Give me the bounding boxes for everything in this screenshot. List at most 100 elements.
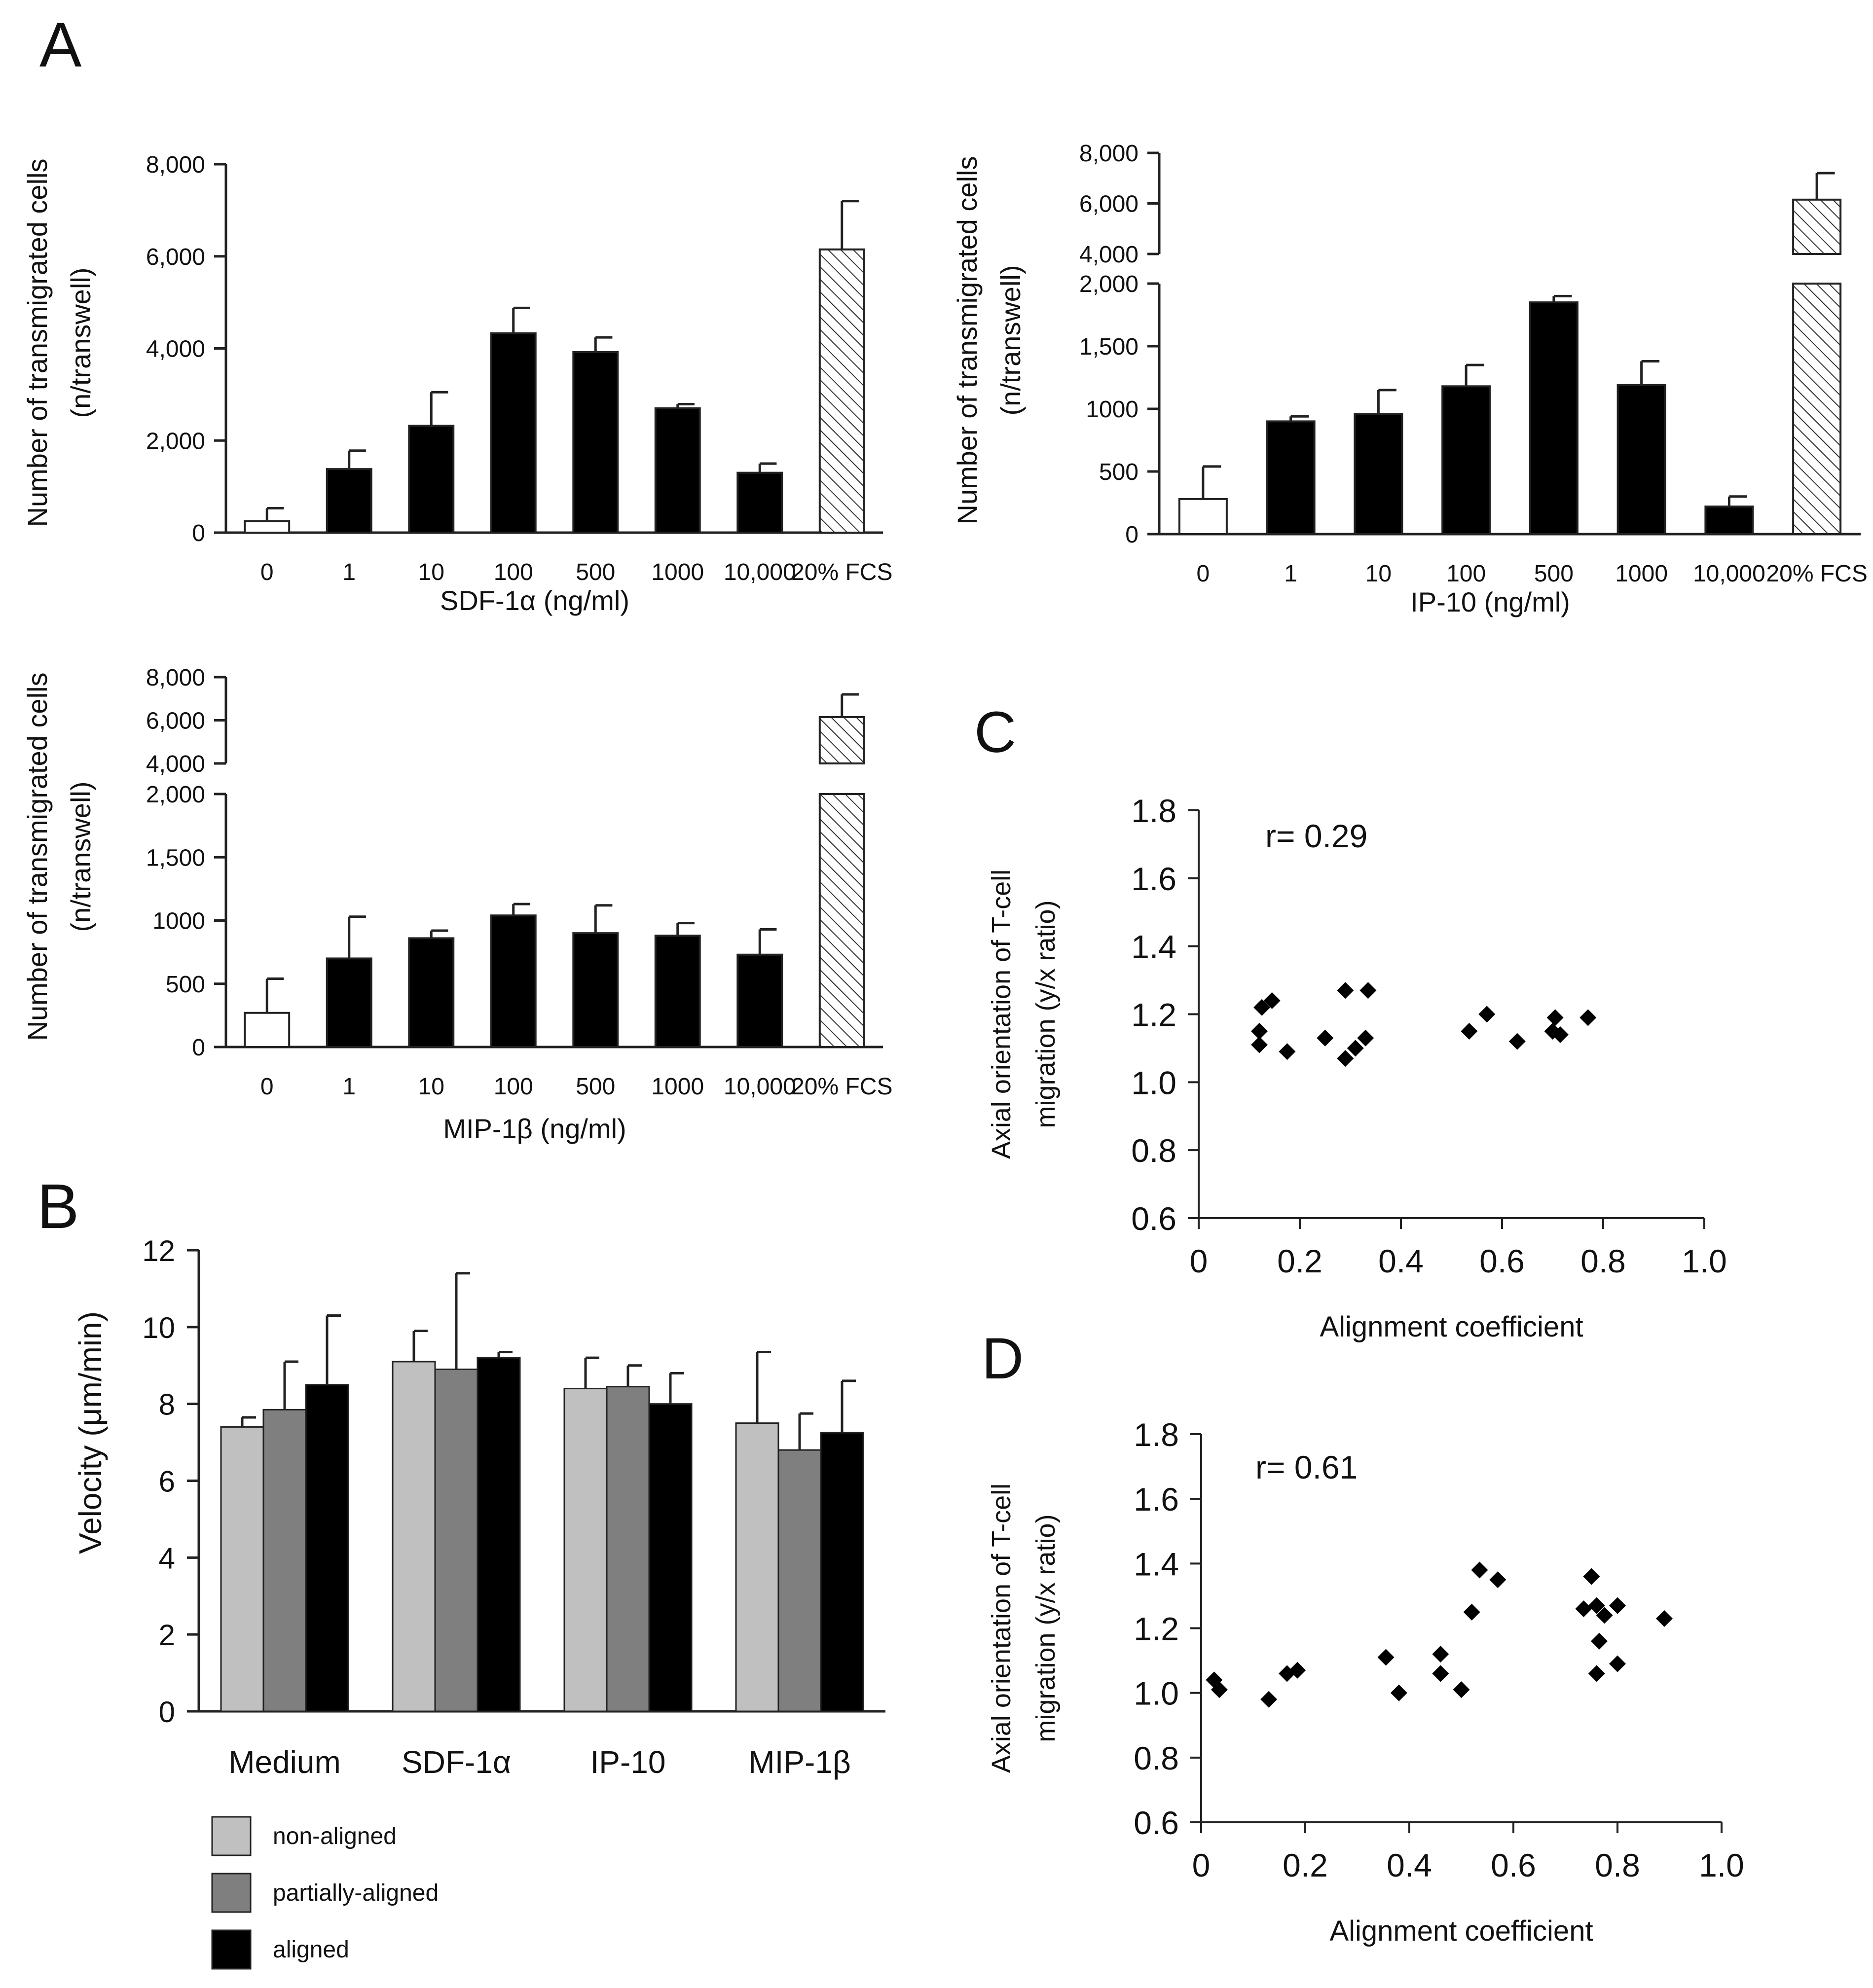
data-point-18: [1588, 1665, 1605, 1682]
data-point-8: [1359, 982, 1377, 999]
bar-3: [408, 937, 455, 1048]
bar-1: [244, 1012, 291, 1048]
data-point-7: [1337, 982, 1354, 999]
y-tick-label: 0.8: [1134, 1740, 1179, 1776]
bar-7: [1704, 506, 1754, 535]
data-point-5: [1289, 1662, 1306, 1679]
y-tick-label: 1000: [1086, 397, 1138, 423]
bar-4: [490, 914, 537, 1048]
x-tick-label: 0.2: [1283, 1847, 1328, 1883]
bar-non-aligned-3: [563, 1388, 608, 1712]
x-tick-label: 1: [342, 1074, 356, 1100]
x-tick-label: 0.4: [1378, 1243, 1424, 1279]
x-tick-label: 100: [1446, 561, 1486, 587]
x-tick-label: 0: [1192, 1847, 1211, 1883]
x-tick-label: 0.6: [1491, 1847, 1536, 1883]
x-tick-label: 0.2: [1277, 1243, 1322, 1279]
y-tick-label: 8,000: [146, 665, 205, 691]
bar-lower-8: [818, 793, 865, 1048]
data-point-21: [1609, 1655, 1626, 1672]
y-tick-label: 0.6: [1134, 1805, 1179, 1841]
y-tick-label: 6,000: [146, 244, 205, 270]
x-tick-label: 0: [260, 1074, 274, 1100]
bar-2: [1266, 420, 1316, 536]
bar-aligned-4: [820, 1432, 864, 1712]
data-point-18: [1579, 1009, 1597, 1026]
x-tick-label: 1000: [651, 1074, 704, 1100]
data-point-10: [1453, 1681, 1470, 1699]
data-point-14: [1508, 1033, 1526, 1050]
y-axis-label-line: Number of transmigrated cells: [952, 156, 983, 525]
y-tick-label: 4: [159, 1542, 175, 1575]
y-tick-label: 2,000: [146, 782, 205, 808]
x-tick-label: 20% FCS: [791, 1074, 892, 1100]
bar-1: [244, 520, 291, 534]
data-point-17: [1551, 1026, 1569, 1043]
x-tick-label: 100: [494, 1074, 533, 1100]
x-tick-label: 20% FCS: [791, 559, 892, 585]
y-tick-label: 1.4: [1134, 1546, 1179, 1582]
y-tick-label: 0.8: [1131, 1132, 1176, 1169]
x-tick-label: SDF-1α: [402, 1744, 511, 1780]
bar-lower-8: [1792, 283, 1842, 535]
x-tick-label: 500: [1534, 561, 1574, 587]
bar-aligned-2: [477, 1357, 521, 1712]
data-point-4: [1251, 1036, 1268, 1053]
x-tick-label: 10,000: [724, 559, 796, 585]
bar-6: [654, 407, 701, 534]
chart-sdf1a-transmigration: 0 2,000 4,000 6,000 8,000 0 1 10 100 500 1000 10,00…: [22, 152, 892, 616]
y-tick-label: 2,000: [146, 428, 205, 454]
x-axis-label: MIP-1β (ng/ml): [443, 1113, 626, 1144]
bar-upper-8: [818, 716, 865, 764]
y-tick-label: 4,000: [146, 751, 205, 777]
y-tick-label: 8: [159, 1388, 175, 1421]
y-tick-label: 0: [1125, 522, 1138, 548]
x-axis-label: Alignment coefficient: [1329, 1915, 1593, 1947]
data-point-3: [1260, 1691, 1278, 1708]
x-tick-label: 1.0: [1699, 1847, 1744, 1883]
data-point-9: [1337, 1050, 1354, 1067]
data-point-13: [1489, 1571, 1506, 1589]
y-tick-label: 0: [192, 520, 205, 546]
y-tick-label: 4,000: [1079, 242, 1138, 268]
chart-velocity: 0 2 4 6 8 10 12 Medium SDF-1α IP-10 MIP-1β Velocity…: [73, 1234, 885, 1970]
y-tick-label: 6,000: [146, 708, 205, 734]
data-point-11: [1357, 1029, 1374, 1047]
data-point-1: [1253, 999, 1271, 1016]
legend-swatch-partially-aligned: [211, 1873, 252, 1913]
bar-5: [572, 351, 619, 534]
data-point-11: [1463, 1603, 1480, 1621]
data-point-20: [1609, 1597, 1626, 1614]
y-axis-label-line: Number of transmigrated cells: [22, 159, 53, 527]
panel-label-B: B: [37, 1171, 79, 1242]
bar-partially-aligned-4: [777, 1449, 822, 1712]
y-tick-label: 1.0: [1131, 1064, 1176, 1101]
data-point-10: [1347, 1040, 1364, 1057]
y-tick-label: 8,000: [146, 152, 205, 178]
y-tick-label: 0.6: [1131, 1200, 1176, 1237]
y-tick-label: 1000: [152, 908, 205, 935]
bar-4: [490, 332, 537, 534]
bar-partially-aligned-3: [606, 1386, 650, 1712]
correlation-annotation: r= 0.29: [1265, 818, 1367, 854]
y-tick-label: 1.6: [1131, 861, 1176, 897]
data-point-5: [1279, 1043, 1296, 1060]
chart-scatter-c: 0.6 0.8 1.0 1.2 1.4 1.6 1.8 0 0.2 0.4 0.6 0.8 1.0 r= …: [987, 793, 1727, 1343]
x-tick-label: 10,000: [1693, 561, 1765, 587]
bar-non-aligned-1: [220, 1426, 264, 1712]
panel-label-A: A: [39, 10, 82, 80]
data-point-6: [1317, 1029, 1334, 1047]
x-tick-label: 0: [1190, 1243, 1208, 1279]
y-axis-label-line: (n/transwell): [65, 268, 96, 418]
y-tick-label: 1.8: [1131, 793, 1176, 829]
x-tick-label: 1: [1284, 561, 1297, 587]
x-tick-label: 0.6: [1479, 1243, 1525, 1279]
x-tick-label: 500: [576, 1074, 615, 1100]
bar-1: [1178, 498, 1228, 536]
x-tick-label: MIP-1β: [748, 1744, 851, 1780]
y-tick-label: 1,500: [1079, 334, 1138, 360]
x-tick-label: 0: [1197, 561, 1210, 587]
y-tick-label: 12: [142, 1234, 175, 1267]
y-tick-label: 8,000: [1079, 141, 1138, 167]
